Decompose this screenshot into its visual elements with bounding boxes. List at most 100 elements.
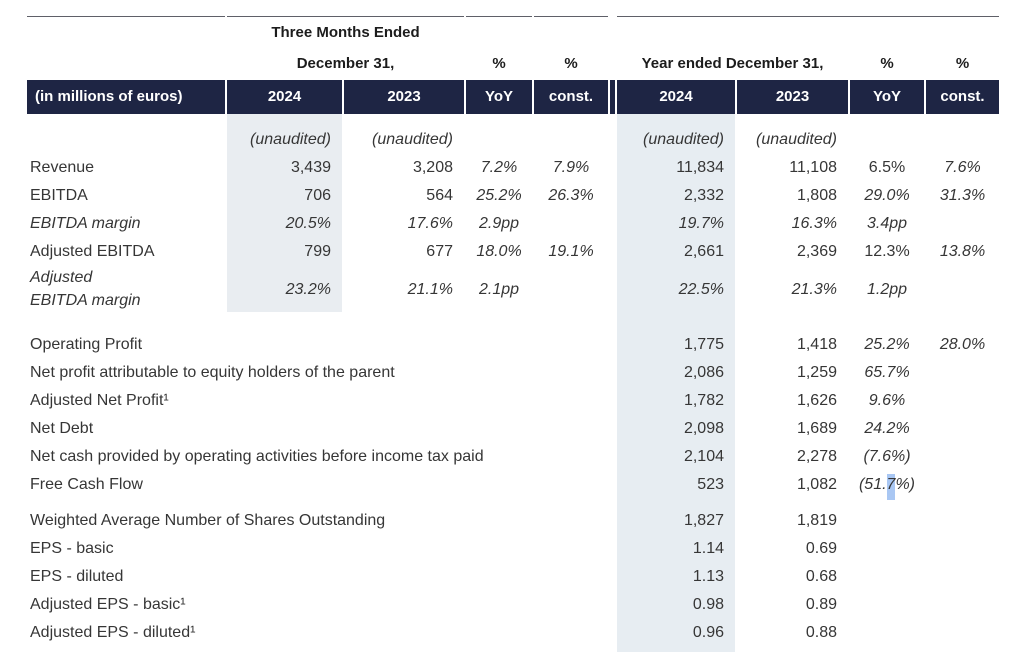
table-row: EBITDA margin 20.5% 17.6% 2.9pp 19.7% 16.3% 3.… [27,210,999,238]
cell-fy-const [926,266,999,312]
cell-fy-2023: 11,108 [789,159,837,177]
cell-q4-const: 19.1% [548,243,594,261]
cell-fy-2024: 0.98 [617,590,735,619]
cell-fy-const [926,590,999,618]
cell-q4-yoy [466,126,532,154]
group-gap [610,80,615,114]
cell-q4-const: 7.9% [552,159,590,177]
financial-results-table: Three Months Ended December 31, % % Year… [25,16,1001,653]
year-group-title: Year ended December 31, [641,55,824,73]
cell-fy-2024: 2,104 [617,442,735,471]
row-label: Net profit attributable to equity holder… [30,363,395,381]
cell-fy-2023: (unaudited) [756,131,837,149]
cell-fy-yoy [850,126,924,154]
column-header-row: (in millions of euros) 2024 2023 YoY con… [27,80,999,114]
cell-fy-const [926,442,999,470]
cell-fy-2023: 1,808 [796,187,837,205]
table-row: Adjusted Net Profit¹ 1,782 1,626 9.6% [27,386,999,415]
table-body: (unaudited) (unaudited) (unaudited) (unaudi… [27,114,999,653]
spacer-cell [737,646,848,652]
cell-q4-yoy: 18.0% [476,243,522,261]
row-label: EPS - diluted [30,567,124,585]
cell-fy-yoy: 3.4pp [866,215,908,233]
percent-symbol: % [564,55,578,73]
spacer-cell [27,312,225,330]
column-header-fy-yoy: YoY [850,80,924,114]
cell-fy-yoy: 65.7% [864,363,910,381]
group-header-row-2: December 31, % % Year ended December 31,… [27,48,999,80]
group-gap [610,126,615,154]
table-row: Adjusted EPS - diluted¹ 0.96 0.88 [27,618,999,647]
spacer-cell [227,498,342,506]
cell-q4-const [534,210,608,238]
cell-q4-const [534,126,608,154]
column-header-fy-const: const. [926,80,999,114]
table-row: Net Debt 2,098 1,689 24.2% [27,414,999,443]
cell-fy-2024: 1,775 [617,330,735,359]
cell-fy-yoy [850,590,924,618]
spacer-cell [227,312,342,330]
cell-q4-2024: 706 [227,182,342,210]
cell-fy-2024: 523 [617,470,735,499]
spacer-cell [617,646,735,653]
table-row: EPS - basic 1.14 0.69 [27,534,999,563]
cell-fy-2023: 2,369 [796,243,837,261]
cell-fy-const: 13.8% [939,243,986,261]
spacer-cell [344,114,464,126]
cell-fy-2024: 11,834 [617,154,735,182]
table-row: Adjusted EBITDA 799 677 18.0% 19.1% 2,661 2,36… [27,238,999,266]
cell-q4-2024: (unaudited) [227,126,342,154]
row-label: EPS - basic [30,539,114,557]
table-row: Free Cash Flow 523 1,082 (51.7%) [27,470,999,500]
cell-fy-const: 28.0% [939,335,986,353]
cell-q4-2023: 17.6% [407,215,453,233]
spacer-row [27,498,999,507]
cell-q4-2023: 677 [426,243,453,261]
row-label: EBITDA [30,187,88,205]
row-label: Free Cash Flow [30,475,143,493]
row-label: Operating Profit [30,335,143,353]
cell-fy-2023: 1,819 [796,511,837,529]
table-row: Adjusted EBITDA margin 23.2% 21.1% 2.1pp 22.… [27,266,999,313]
cell-q4-2024: 3,439 [227,154,342,182]
spacer-cell [534,646,608,652]
cell-fy-yoy [850,534,924,562]
cell-fy-2024: 2,661 [617,238,735,266]
group-gap [610,182,615,210]
spacer-cell [926,498,999,506]
cell-fy-2023: 1,418 [796,335,837,353]
cell-fy-const [926,534,999,562]
spacer-cell [926,312,999,330]
row-label: Net cash provided by operating activitie… [30,447,484,465]
cell-fy-2023: 0.89 [805,595,837,613]
table-row: Weighted Average Number of Shares Outsta… [27,506,999,535]
cell-fy-yoy: 12.3% [864,243,910,261]
spacer-cell [344,646,464,652]
header-spacer [617,16,999,48]
spacer-cell [227,646,342,652]
group-gap [610,154,615,182]
table-row: Revenue 3,439 3,208 7.2% 7.9% 11,834 11,108 6.5… [27,154,999,182]
cell-fy-const [926,210,999,238]
cell-fy-yoy: (51.7%) [850,470,924,500]
cell-fy-2023: 1,689 [796,419,837,437]
cell-fy-2023: 21.3% [791,280,837,298]
cell-fy-2024: 0.96 [617,618,735,647]
cell-fy-const: 31.3% [939,187,986,205]
cell-fy-const [926,358,999,386]
column-header-units: (in millions of euros) [27,80,225,114]
spacer-cell [850,312,924,330]
cell-q4-2023: 3,208 [412,159,453,177]
spacer-cell [27,646,225,652]
row-label: Adjusted EBITDA [30,243,155,261]
spacer-cell [850,114,924,126]
cell-fy-const [926,470,999,498]
column-header-q-yoy: YoY [466,80,532,114]
cell-fy-yoy: 6.5% [868,159,906,177]
cell-fy-yoy: 9.6% [868,391,906,409]
table-row: Net profit attributable to equity holder… [27,358,999,387]
spacer-cell [466,312,532,330]
spacer-cell [344,312,464,330]
cell-q4-yoy: 7.2% [480,159,518,177]
